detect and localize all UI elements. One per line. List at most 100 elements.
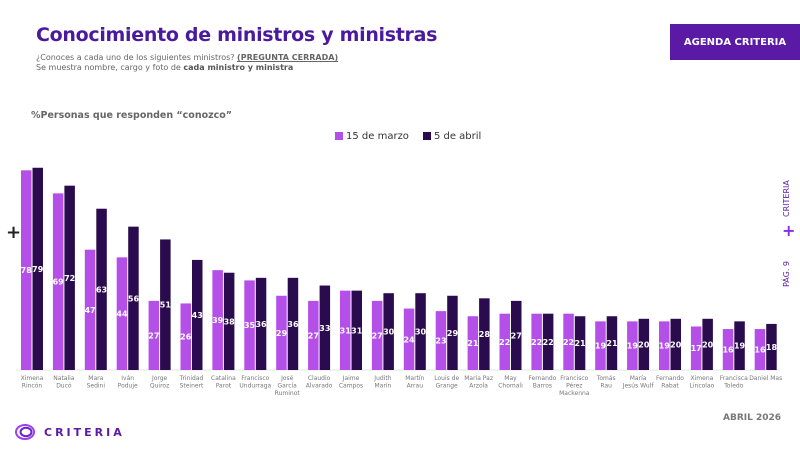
bar-2 — [351, 290, 362, 370]
bar-1 — [499, 313, 510, 370]
legend-swatch-2 — [422, 132, 431, 140]
legend-label-1: 15 de marzo — [346, 131, 409, 142]
bar-2 — [670, 318, 681, 370]
value-label: 21 — [574, 339, 586, 348]
x-tick-label: María Jesús Wulf — [622, 375, 655, 390]
bar-2 — [479, 298, 490, 370]
bar-1 — [690, 326, 702, 370]
value-label: 20 — [638, 340, 650, 349]
value-label: 23 — [435, 337, 446, 346]
logo-rings-icon — [15, 424, 35, 440]
value-label: 24 — [403, 335, 415, 344]
bar-1 — [308, 300, 319, 370]
value-label: 35 — [244, 321, 256, 330]
side-plus-icon: + — [782, 221, 796, 240]
bar-2 — [160, 239, 171, 370]
bar-1 — [276, 295, 287, 370]
bar-1 — [244, 280, 255, 370]
value-label: 20 — [702, 340, 714, 349]
value-label: 20 — [670, 340, 682, 349]
question-tag: (PREGUNTA CERRADA) — [237, 53, 339, 62]
x-tick-label: José García Ruminot — [275, 375, 301, 397]
bar-2 — [32, 167, 43, 370]
plus-icon: + — [6, 222, 22, 243]
bar-1 — [84, 249, 96, 370]
legend-item-1: 15 de marzo — [335, 131, 409, 142]
bar-1 — [531, 313, 542, 370]
side-strip: CRITERIA + PÁG. 9 — [780, 175, 798, 295]
legend-swatch-1 — [335, 132, 343, 140]
bar-2 — [447, 295, 458, 370]
value-label: 16 — [722, 346, 734, 355]
bar-2 — [96, 208, 107, 370]
bar-2 — [638, 318, 650, 370]
value-label: 19 — [659, 342, 671, 351]
value-label: 33 — [319, 324, 330, 333]
bar-2 — [255, 277, 267, 370]
chart-ylabel: %Personas que responden “conozco” — [31, 110, 233, 121]
value-label: 27 — [372, 331, 383, 340]
value-label: 28 — [479, 330, 491, 339]
x-tick-label: Mara Sedini — [87, 375, 106, 390]
x-tick-label: Ximena Rincón — [21, 375, 44, 390]
bar-1 — [435, 311, 447, 370]
note-bold: cada ministro y ministra — [183, 63, 294, 72]
x-tick-label: Natalia Ducó — [53, 375, 75, 390]
x-tick-label: Jorge Quiroz — [150, 375, 169, 390]
bar-2 — [702, 318, 713, 370]
value-label: 36 — [287, 320, 299, 329]
x-tick-label: Francisco Pérez Mackenna — [559, 375, 590, 397]
bar-1 — [148, 300, 160, 370]
value-label: 22 — [543, 338, 554, 347]
value-label: 38 — [224, 317, 236, 326]
value-label: 47 — [84, 306, 95, 315]
bar-1 — [722, 329, 734, 370]
value-label: 44 — [116, 310, 128, 319]
value-label: 63 — [96, 285, 107, 294]
x-tick-label: Louis de Grange — [434, 375, 459, 390]
value-label: 17 — [691, 344, 702, 353]
bar-2 — [287, 277, 299, 370]
bar-1 — [403, 308, 415, 370]
value-label: 69 — [53, 278, 65, 287]
bar-1 — [659, 321, 670, 370]
value-label: 19 — [734, 342, 746, 351]
bar-2 — [606, 316, 618, 370]
value-label: 72 — [64, 274, 75, 283]
bar-1 — [180, 303, 191, 370]
bar-2 — [734, 321, 745, 370]
value-label: 22 — [563, 338, 574, 347]
value-label: 22 — [531, 338, 542, 347]
x-tick-label: Tomás Rau — [596, 375, 616, 390]
x-tick-label: María Paz Arzola — [464, 375, 493, 390]
value-label: 78 — [21, 266, 33, 275]
bar-2 — [542, 313, 554, 370]
bar-1 — [467, 316, 479, 370]
bar-1 — [754, 329, 766, 370]
x-tick-label: Fernando Barros — [528, 375, 556, 390]
value-label: 43 — [192, 311, 203, 320]
legend-label-2: 5 de abril — [433, 131, 482, 142]
value-label: 39 — [212, 316, 224, 325]
x-tick-label: Francisco Undurraga — [239, 375, 271, 390]
bar-chart: 78 79 Ximena Rincón 69 72 Natalia Ducó 47 63 Mara S… — [16, 167, 782, 397]
value-label: 30 — [383, 328, 395, 337]
x-tick-label: Martín Arrau — [405, 375, 424, 390]
value-label: 19 — [595, 342, 607, 351]
x-tick-label: Francisca Toledo — [720, 375, 748, 390]
legend: 15 de marzo 5 de abril — [335, 131, 481, 142]
bar-1 — [340, 290, 351, 370]
bar-2 — [415, 293, 426, 370]
bar-1 — [627, 321, 638, 370]
bar-1 — [212, 270, 223, 370]
value-label: 21 — [467, 339, 479, 348]
value-label: 21 — [606, 339, 618, 348]
logo-text: CRITERIA — [44, 425, 125, 439]
x-tick-label: Claudio Alvarado — [306, 375, 333, 390]
value-label: 27 — [511, 331, 522, 340]
x-tick-label: Jaime Campos — [339, 375, 363, 390]
x-tick-label: Trinidad Steinert — [179, 375, 204, 390]
x-tick-label: Catalina Parot — [211, 375, 236, 390]
value-label: 27 — [308, 331, 319, 340]
page-title: Conocimiento de ministros y ministras — [36, 24, 438, 46]
